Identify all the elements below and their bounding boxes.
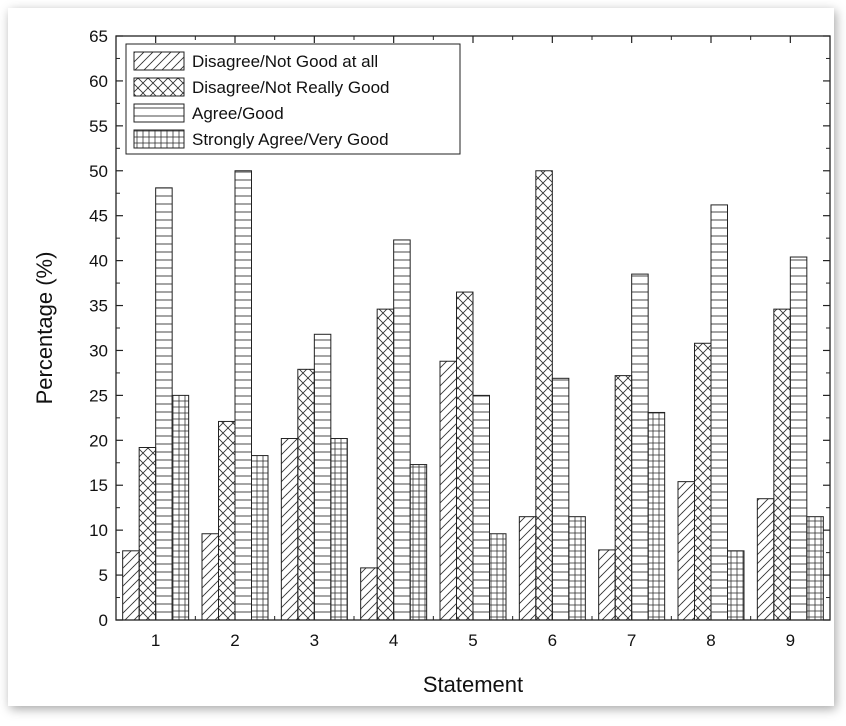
bar-grid-9 <box>806 516 824 621</box>
bar-diagonal-hatch-7 <box>598 549 616 621</box>
bar-diagonal-hatch-1 <box>122 550 140 621</box>
bar-horizontal-lines-9 <box>789 256 808 621</box>
bar-diagonal-hatch-3 <box>280 438 299 621</box>
bar-horizontal-lines-2 <box>234 170 252 621</box>
x-axis-title: Statement <box>423 672 523 697</box>
bar-diagonal-hatch-4 <box>360 567 378 621</box>
y-tick-label: 40 <box>89 252 108 271</box>
bar-cross-hatch-7 <box>614 375 633 621</box>
x-tick-label: 6 <box>548 631 557 650</box>
bar-grid-1 <box>171 394 190 621</box>
legend: Disagree/Not Good at all Disagree/Not Rea… <box>125 43 461 155</box>
y-tick-label: 35 <box>89 297 108 316</box>
legend-label: Strongly Agree/Very Good <box>192 130 389 149</box>
y-tick-label: 20 <box>89 431 108 450</box>
bar-grid-5 <box>489 533 507 621</box>
y-axis-ticks: 0 5 10 15 20 25 30 35 40 45 50 55 60 65 <box>89 27 830 630</box>
bars-layer <box>122 170 824 621</box>
bar-horizontal-lines-4 <box>393 239 411 621</box>
x-tick-label: 4 <box>389 631 398 650</box>
x-tick-label: 3 <box>310 631 319 650</box>
bar-horizontal-lines-3 <box>313 333 332 621</box>
x-tick-label: 7 <box>627 631 636 650</box>
bar-grid-8 <box>727 550 745 621</box>
x-tick-label: 5 <box>468 631 477 650</box>
y-tick-label: 55 <box>89 117 108 136</box>
bar-horizontal-lines-6 <box>551 377 570 621</box>
y-tick-label: 0 <box>99 611 108 630</box>
y-tick-label: 25 <box>89 386 108 405</box>
legend-swatch-diagonal-hatch <box>133 51 185 71</box>
bar-cross-hatch-9 <box>773 308 791 621</box>
x-tick-label: 9 <box>786 631 795 650</box>
x-axis-ticks: 1 2 3 4 5 6 7 8 9 <box>151 36 795 650</box>
bar-grid-7 <box>647 411 666 621</box>
legend-swatch-cross-hatch <box>133 77 185 97</box>
bar-diagonal-hatch-5 <box>439 360 457 621</box>
legend-label: Disagree/Not Really Good <box>192 78 389 97</box>
legend-label: Disagree/Not Good at all <box>192 52 378 71</box>
bar-cross-hatch-6 <box>535 170 553 621</box>
bar-diagonal-hatch-6 <box>518 516 537 621</box>
bar-diagonal-hatch-9 <box>756 498 775 621</box>
bar-horizontal-lines-1 <box>155 187 173 621</box>
y-axis-title: Percentage (%) <box>32 252 57 405</box>
y-tick-label: 15 <box>89 476 108 495</box>
x-tick-label: 1 <box>151 631 160 650</box>
x-tick-label: 2 <box>230 631 239 650</box>
bar-diagonal-hatch-2 <box>201 533 219 621</box>
x-tick-label: 8 <box>706 631 715 650</box>
bar-cross-hatch-3 <box>297 368 315 621</box>
y-tick-label: 45 <box>89 207 108 226</box>
bar-horizontal-lines-8 <box>710 204 728 621</box>
bar-cross-hatch-2 <box>218 420 236 621</box>
y-tick-label: 65 <box>89 27 108 46</box>
bar-grid-2 <box>251 455 269 621</box>
bar-horizontal-lines-7 <box>631 273 649 621</box>
legend-swatch-grid <box>133 129 185 149</box>
bar-cross-hatch-1 <box>138 446 157 621</box>
bar-cross-hatch-8 <box>694 342 712 621</box>
bar-grid-3 <box>330 438 348 621</box>
bar-horizontal-lines-5 <box>472 394 490 621</box>
y-tick-label: 30 <box>89 341 108 360</box>
y-tick-label: 10 <box>89 521 108 540</box>
bar-grid-4 <box>409 464 428 621</box>
bar-grid-6 <box>568 516 586 621</box>
bar-cross-hatch-5 <box>456 291 474 621</box>
bar-cross-hatch-4 <box>376 308 395 621</box>
plot-area-border <box>115 35 831 621</box>
legend-swatch-horizontal-lines <box>133 103 185 123</box>
y-tick-label: 50 <box>89 162 108 181</box>
bar-diagonal-hatch-8 <box>677 481 695 621</box>
y-tick-label: 60 <box>89 72 108 91</box>
legend-label: Agree/Good <box>192 104 284 123</box>
y-tick-label: 5 <box>99 566 108 585</box>
